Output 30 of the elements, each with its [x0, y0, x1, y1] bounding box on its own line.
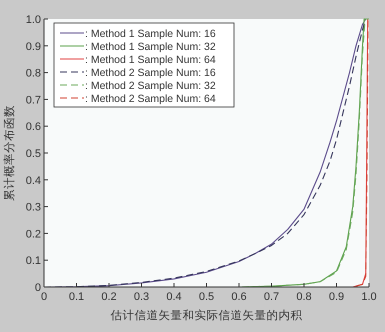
- x-tick-label: 0.3: [134, 291, 150, 303]
- x-tick-label: 0.1: [68, 291, 84, 303]
- y-axis-title: 累计概率分布函数: [2, 105, 16, 201]
- y-tick-label: 0.6: [26, 121, 41, 134]
- legend-label: : Method 1 Sample Num: 16: [85, 28, 216, 40]
- x-tick-label: 0.6: [231, 291, 247, 303]
- y-tick-label: 0.2: [26, 228, 41, 240]
- legend-label: : Method 2 Sample Num: 64: [85, 93, 216, 105]
- y-tick-label: 0: [34, 282, 41, 294]
- y-tick-label: 0.3: [26, 202, 41, 214]
- legend-label: : Method 1 Sample Num: 32: [85, 41, 216, 53]
- y-tick-label: 1.0: [26, 14, 41, 26]
- legend-label: : Method 2 Sample Num: 32: [85, 80, 216, 92]
- x-tick-label: 0.7: [264, 291, 280, 303]
- x-tick-label: 0.9: [328, 291, 344, 303]
- legend-label: : Method 1 Sample Num: 64: [85, 54, 216, 66]
- x-axis-title: 估计信道矢量和实际信道矢量的内积: [110, 308, 302, 322]
- x-tick-label: 0.8: [296, 291, 312, 303]
- x-tick-label: 0.4: [166, 291, 182, 303]
- y-tick-label: 0.5: [26, 148, 41, 160]
- y-tick-label: 0.9: [26, 40, 41, 53]
- y-tick-label: 0.1: [26, 255, 41, 268]
- y-tick-label: 0.8: [26, 68, 41, 80]
- line-series: [43, 18, 370, 288]
- x-tick-label: 0.5: [198, 291, 214, 303]
- x-tick-label: 0.2: [101, 291, 117, 303]
- y-tick-label: 0.4: [26, 174, 41, 187]
- y-tick-label: 0.7: [26, 94, 41, 106]
- x-tick-label: 1.0: [361, 291, 377, 303]
- legend-label: : Method 2 Sample Num: 16: [85, 67, 216, 79]
